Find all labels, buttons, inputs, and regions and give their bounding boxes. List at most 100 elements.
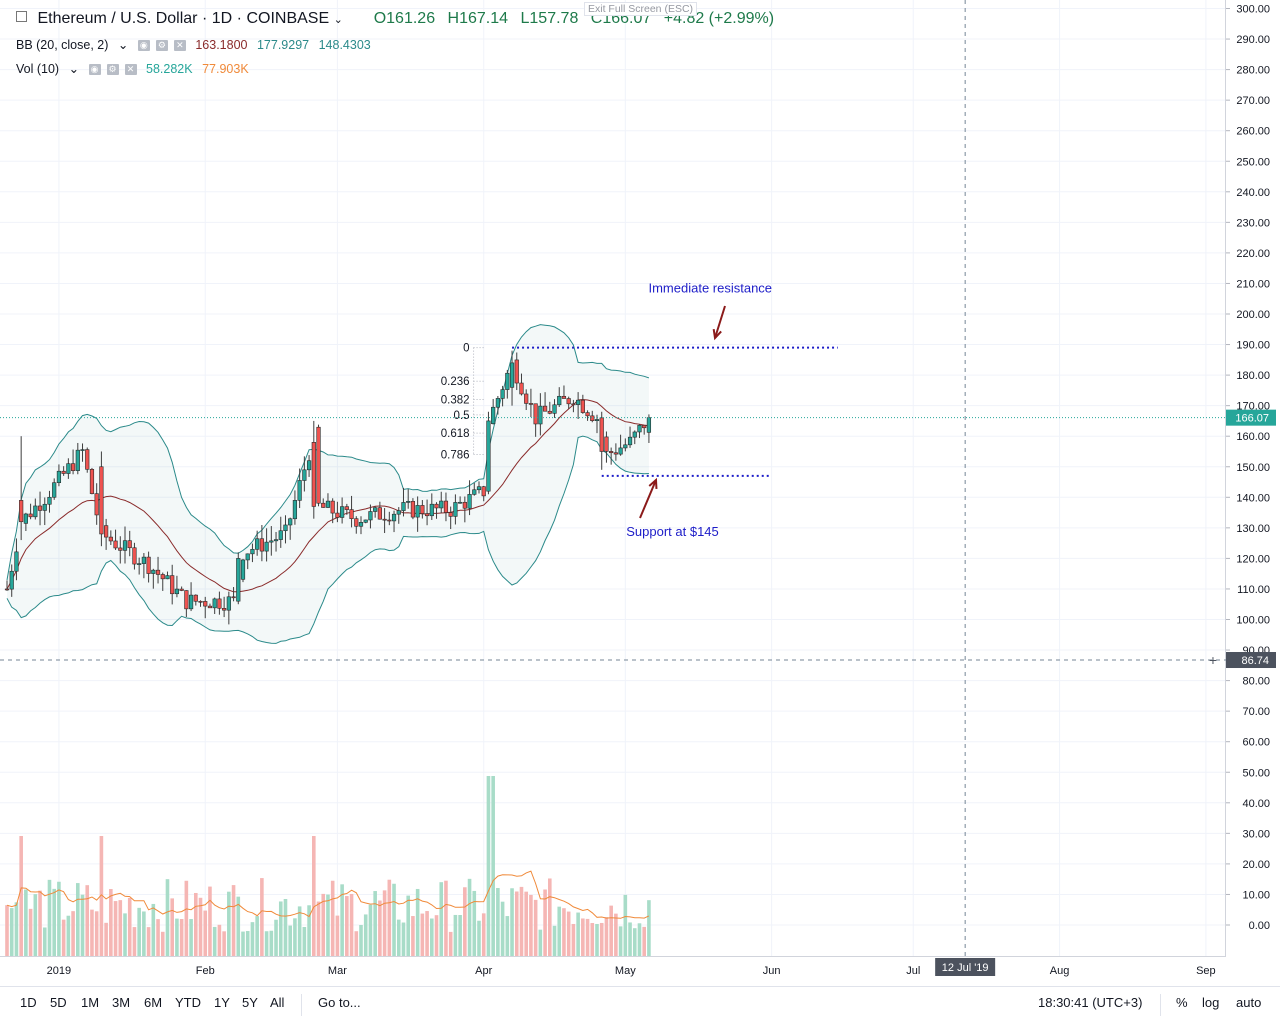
candle-body: [47, 496, 52, 505]
candle-body: [137, 563, 142, 565]
last-price-badge: [1226, 409, 1276, 426]
interval-label[interactable]: 1D: [211, 10, 233, 27]
chevron-down-icon[interactable]: ⌄: [117, 38, 129, 52]
price-tick-label: 100.00: [1236, 615, 1270, 627]
candle-body: [113, 540, 118, 549]
candle-body: [193, 594, 198, 602]
last-price-label: 166.07: [1235, 413, 1269, 425]
range-ytd[interactable]: YTD: [175, 995, 201, 1010]
volume-bar: [599, 922, 604, 956]
clock[interactable]: 18:30:41 (UTC+3): [1038, 995, 1143, 1010]
range-6m[interactable]: 6M: [144, 995, 163, 1010]
price-tick-label: 200.00: [1236, 309, 1270, 321]
volume-bar: [590, 923, 595, 956]
time-tick-label: Mar: [328, 965, 347, 977]
volume-bar: [184, 880, 189, 956]
candle-body: [448, 512, 453, 517]
auto-toggle[interactable]: auto: [1236, 995, 1262, 1010]
volume-bar: [330, 880, 335, 956]
candle-body: [104, 525, 109, 538]
volume-bar: [425, 911, 429, 956]
time-tick-label: Jun: [763, 965, 781, 977]
candle-body: [514, 359, 519, 384]
volume-bar: [227, 891, 231, 956]
collapse-icon[interactable]: [16, 11, 27, 22]
candle-body: [495, 398, 500, 408]
support-arrow-head: [648, 477, 658, 490]
goto-button[interactable]: Go to...: [318, 995, 361, 1010]
candle-body: [198, 600, 203, 603]
vol-legend: Vol (10) ⌄ ◉ ⚙ ✕ 58.282K 77.903K: [16, 61, 255, 76]
candle-body: [491, 406, 496, 425]
close-icon[interactable]: ✕: [124, 64, 137, 76]
candle-body: [476, 486, 482, 491]
candle-body: [335, 512, 340, 518]
candle-body: [127, 540, 132, 549]
volume-bar: [496, 887, 500, 956]
exchange-label[interactable]: COINBASE: [246, 10, 330, 27]
close-icon[interactable]: ✕: [173, 40, 186, 52]
range-1m[interactable]: 1M: [81, 995, 100, 1010]
volume-bar: [194, 892, 198, 956]
range-all[interactable]: All: [270, 995, 285, 1010]
vol-label[interactable]: Vol (10): [16, 62, 60, 76]
candle-body: [576, 399, 581, 405]
volume-bar: [430, 918, 434, 956]
volume-bar: [179, 919, 184, 956]
price-tick-label: 190.00: [1236, 340, 1270, 352]
volume-bar: [94, 911, 99, 956]
chevron-down-icon[interactable]: ⌄: [68, 62, 80, 76]
range-1d[interactable]: 1D: [20, 995, 37, 1010]
price-tick-label: 180.00: [1236, 370, 1270, 382]
bottom-toolbar: 1D 5D 1M 3M 6M YTD 1Y 5Y All Go to... 18…: [0, 986, 1280, 1024]
exit-fullscreen-tooltip[interactable]: Exit Full Screen (ESC): [584, 2, 698, 16]
bb-label[interactable]: BB (20, close, 2): [16, 38, 109, 52]
log-toggle[interactable]: log: [1202, 995, 1220, 1010]
volume-bar: [382, 890, 387, 956]
settings-icon[interactable]: ⚙: [106, 64, 119, 76]
candle-body: [42, 503, 47, 511]
price-tick-label: 230.00: [1236, 217, 1270, 229]
candle-body: [401, 502, 406, 511]
price-tick-label: 240.00: [1236, 187, 1270, 199]
symbol-title[interactable]: Ethereum / U.S. Dollar: [37, 10, 198, 27]
candle-body: [566, 398, 571, 405]
volume-bar: [581, 918, 585, 956]
add-alert-icon[interactable]: +: [1209, 652, 1217, 668]
candle-body: [297, 480, 302, 501]
range-1y[interactable]: 1Y: [214, 995, 230, 1010]
range-5d[interactable]: 5D: [50, 995, 67, 1010]
candle-body: [481, 486, 486, 497]
price-axis-bg[interactable]: [1226, 0, 1280, 986]
volume-bar: [212, 926, 217, 956]
volume-bar: [510, 888, 514, 956]
time-tick-label: Sep: [1196, 965, 1216, 977]
eye-icon[interactable]: ◉: [137, 40, 150, 52]
range-5y[interactable]: 5Y: [242, 995, 258, 1010]
fib-level-label: 0.236: [441, 376, 470, 388]
volume-bar: [571, 923, 576, 956]
candle-body: [146, 556, 151, 574]
vol-value: 58.282K: [146, 62, 193, 76]
volume-bar: [401, 922, 406, 956]
volume-bar: [340, 884, 344, 956]
candle-body: [28, 513, 33, 518]
volume-bars: [5, 776, 651, 956]
volume-bar: [529, 894, 533, 956]
price-chart[interactable]: 2019 Feb Mar Apr May Jun Jul Aug Sep ⚙ 300.00 290.…: [0, 0, 1280, 986]
volume-bar: [38, 890, 42, 956]
candle-body: [155, 569, 161, 575]
volume-bar: [236, 896, 241, 956]
range-3m[interactable]: 3M: [112, 995, 131, 1010]
candle-body: [255, 538, 260, 550]
eye-icon[interactable]: ◉: [88, 64, 101, 76]
bb-legend: BB (20, close, 2) ⌄ ◉ ⚙ ✕ 163.1800 177.929…: [16, 37, 377, 52]
percent-toggle[interactable]: %: [1176, 995, 1188, 1010]
chevron-down-icon[interactable]: ⌄: [333, 14, 343, 26]
volume-bar: [406, 895, 410, 956]
candle-body: [415, 505, 420, 518]
volume-bar: [373, 891, 377, 956]
settings-icon[interactable]: ⚙: [155, 40, 168, 52]
price-tick-label: 60.00: [1242, 737, 1270, 749]
